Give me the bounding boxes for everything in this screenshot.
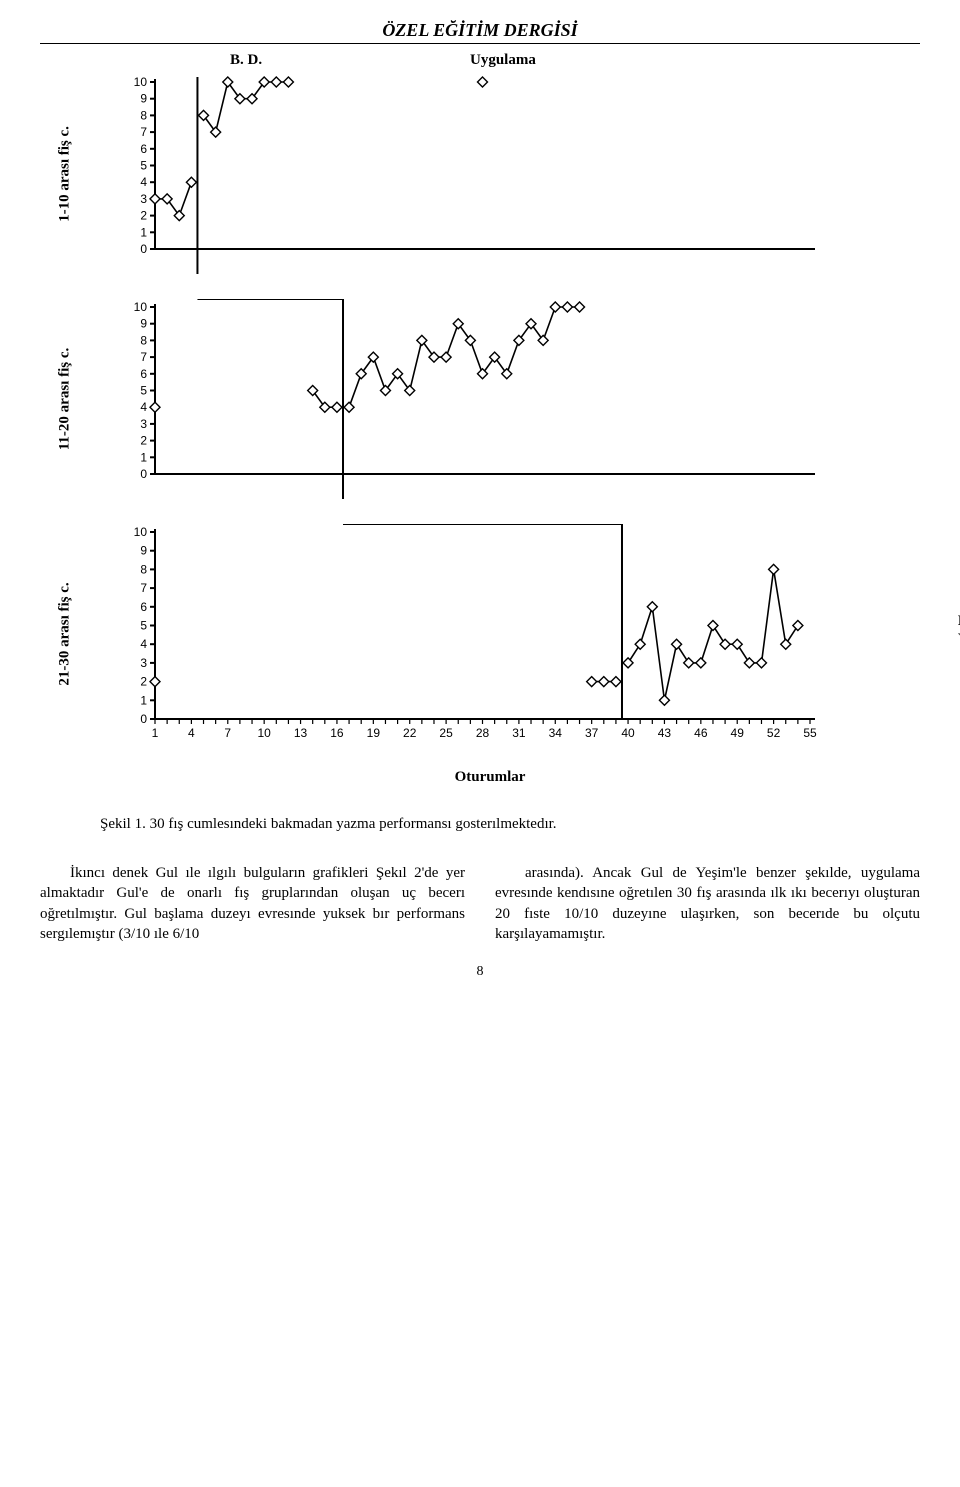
svg-text:6: 6 [140,142,147,156]
svg-text:7: 7 [140,581,147,595]
svg-text:8: 8 [140,562,147,576]
x-axis-label: Oturumlar [60,769,920,786]
page-number: 8 [40,964,920,980]
svg-text:0: 0 [140,712,147,726]
y-axis-label: 11-20 arası fiş c. [57,348,74,451]
svg-text:10: 10 [257,726,271,740]
svg-text:7: 7 [224,726,231,740]
svg-text:16: 16 [330,726,344,740]
svg-text:31: 31 [512,726,526,740]
chart-panel: 11-20 arası fiş c.012345678910 [120,299,920,499]
phase-label-baseline: B. D. [230,52,262,69]
chart-svg: 0 1 2 3 4 5 6 7 8 9 10 [120,299,820,499]
svg-text:1: 1 [140,693,147,707]
svg-text:0: 0 [140,467,147,481]
chart-panels: 1-10 arası fiş c.01234567891011-20 arası… [120,74,920,744]
svg-text:46: 46 [694,726,708,740]
svg-text:5: 5 [140,619,147,633]
svg-text:52: 52 [767,726,781,740]
svg-text:43: 43 [658,726,672,740]
svg-text:13: 13 [294,726,308,740]
svg-text:37: 37 [585,726,599,740]
svg-text:9: 9 [140,544,147,558]
svg-text:10: 10 [134,300,148,314]
svg-text:3: 3 [140,192,147,206]
figure-1: B. D. Uygulama 1-10 arası fiş c.01234567… [120,74,920,786]
svg-text:8: 8 [140,333,147,347]
svg-text:25: 25 [439,726,453,740]
svg-text:22: 22 [403,726,417,740]
svg-text:1: 1 [140,450,147,464]
svg-text:6: 6 [140,367,147,381]
svg-text:2: 2 [140,675,147,689]
svg-text:9: 9 [140,92,147,106]
chart-panel: 21-30 arası fiş c.Denek 1Yeşim0123456789… [120,524,920,744]
svg-text:5: 5 [140,159,147,173]
svg-text:4: 4 [140,175,147,189]
svg-text:49: 49 [731,726,745,740]
y-axis-label: 1-10 arası fiş c. [57,126,74,222]
svg-text:3: 3 [140,656,147,670]
svg-text:1: 1 [152,726,159,740]
svg-text:40: 40 [621,726,635,740]
y-axis-label: 21-30 arası fiş c. [57,582,74,685]
body-para-1: İkıncı denek Gul ıle ılgılı bulguların g… [40,863,465,944]
svg-text:8: 8 [140,108,147,122]
svg-text:4: 4 [140,637,147,651]
svg-text:34: 34 [549,726,563,740]
svg-text:55: 55 [803,726,817,740]
journal-title: ÖZEL EĞİTİM DERGİSİ [40,20,920,44]
svg-text:6: 6 [140,600,147,614]
svg-text:28: 28 [476,726,490,740]
svg-text:9: 9 [140,317,147,331]
svg-text:19: 19 [367,726,381,740]
svg-text:7: 7 [140,350,147,364]
figure-caption: Şekil 1. 30 fış cumlesındeki bakmadan ya… [100,816,860,833]
body-para-2: arasında). Ancak Gul de Yeşim'le benzer … [495,863,920,944]
phase-label-intervention: Uygulama [470,52,536,69]
svg-text:4: 4 [140,400,147,414]
svg-text:2: 2 [140,209,147,223]
svg-text:4: 4 [188,726,195,740]
svg-text:5: 5 [140,384,147,398]
svg-text:3: 3 [140,417,147,431]
body-text: İkıncı denek Gul ıle ılgılı bulguların g… [40,863,920,944]
svg-text:10: 10 [134,525,148,539]
svg-text:1: 1 [140,225,147,239]
svg-text:0: 0 [140,242,147,256]
chart-svg: 0123456789101471013161922252831343740434… [120,524,820,744]
svg-text:2: 2 [140,434,147,448]
chart-panel: 1-10 arası fiş c.012345678910 [120,74,920,274]
svg-text:7: 7 [140,125,147,139]
svg-text:10: 10 [134,75,148,89]
chart-svg: 0 1 2 3 4 5 6 7 8 9 10 [120,74,820,274]
